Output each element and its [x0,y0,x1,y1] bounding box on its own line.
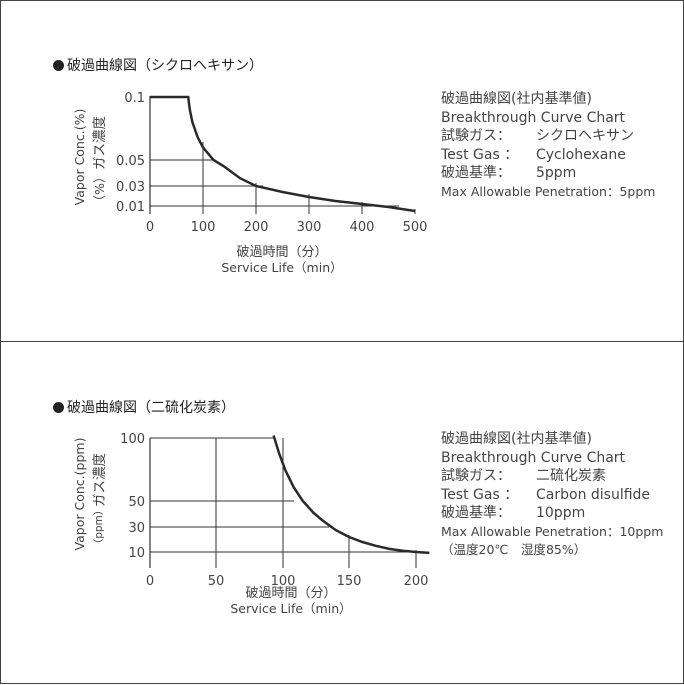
info-criterion: 破過基準： 10ppm [441,504,663,523]
info-gas-value-en: Cyclohexane [536,146,626,163]
x-axis-label-en: Service Life（min） [221,260,342,275]
info-criterion-label: 破過基準： [441,505,511,521]
chart-info: 破過曲線図(社内基準値) Breakthrough Curve Chart 試験… [441,430,663,560]
y-tick-label: 50 [128,495,145,510]
info-criterion: 破過基準： 5ppm [441,164,655,183]
breakthrough-curve [150,95,416,213]
info-criterion-label: 破過基準： [441,165,511,181]
x-axis-label-en: Service Life（min） [230,601,351,616]
x-tick-label: 0 [146,220,154,235]
x-tick-label: 400 [350,220,375,235]
info-gas-value-jp: 二硫化炭素 [536,468,606,484]
breakthrough-chart-carbon-disulfide: 0 50 100 150 200 10 30 50 100 Vapor Conc.(ppm) ガ… [72,432,430,616]
y-tick-label: 0.05 [116,154,145,169]
x-tick-label: 500 [403,220,428,235]
y-tick-label: 0.01 [116,200,145,215]
y-axis-label-en: Vapor Conc.(%) [72,109,87,206]
x-tick-label: 0 [146,574,154,589]
y-axis-label-en: Vapor Conc.(ppm) [72,438,87,551]
info-gas-jp: 試験ガス： 二硫化炭素 [441,467,663,486]
panel-carbon-disulfide: 破過曲線図（二硫化炭素） 0 50 100 150 200 10 30 50 100 Vapor… [0,341,684,684]
y-tick-label: 0.1 [124,91,145,106]
info-gas-jp: 試験ガス： シクロヘキサン [441,127,655,146]
bullet-icon [53,402,64,413]
y-tick-label: 10 [128,546,145,561]
info-criterion-value: 5ppm [536,165,577,181]
x-axis-label-jp: 破過時間（分） [245,586,336,601]
chart-heading-text: 破過曲線図（シクロヘキサン） [67,58,263,74]
info-max-penetration: Max Allowable Penetration：10ppm [441,523,664,539]
info-max-penetration: Max Allowable Penetration：5ppm [441,183,656,199]
y-tick-label: 0.03 [116,180,145,195]
info-gas-label-jp: 試験ガス： [441,128,511,144]
info-title-jp: 破過曲線図(社内基準値) [441,431,592,447]
info-title-en: Breakthrough Curve Chart [441,449,626,466]
info-gas-value-jp: シクロヘキサン [536,128,634,144]
y-tick-label: 100 [120,432,145,447]
info-criterion-value: 10ppm [536,505,586,521]
breakthrough-curve [272,435,430,555]
y-axis-label-jp: ガス濃度 [92,116,108,170]
x-tick-label: 200 [404,574,429,589]
chart-info: 破過曲線図(社内基準値) Breakthrough Curve Chart 試験… [441,90,655,201]
x-tick-label: 200 [244,220,269,235]
bullet-icon [53,60,64,71]
info-title-en: Breakthrough Curve Chart [441,109,626,126]
x-tick-label: 300 [297,220,322,235]
info-title-jp: 破過曲線図(社内基準値) [441,91,592,107]
x-tick-label: 150 [337,574,362,589]
panel-cyclohexane: 破過曲線図（シクロヘキサン） 0 100 200 300 400 500 0.01 0.03 0… [0,0,684,342]
chart-heading: 破過曲線図（シクロヘキサン） [53,55,263,75]
chart-heading-text: 破過曲線図（二硫化炭素） [67,400,235,416]
info-gas-en: Test Gas ： Carbon disulfide [441,486,663,505]
y-axis-label-unit: （ppm） [93,505,105,550]
info-gas-en: Test Gas ： Cyclohexane [441,146,655,165]
x-tick-label: 100 [191,220,216,235]
info-gas-label-en: Test Gas ： [441,146,519,163]
chart-heading: 破過曲線図（二硫化炭素） [53,397,235,417]
y-axis-label-jp: ガス濃度 [92,453,108,507]
x-axis-label-jp: 破過時間（分） [236,245,327,260]
info-gas-label-jp: 試験ガス： [441,468,511,484]
x-tick-label: 50 [208,574,225,589]
breakthrough-chart-cyclohexane: 0 100 200 300 400 500 0.01 0.03 0.05 0.1 Vapor Co… [72,91,428,275]
info-gas-label-en: Test Gas ： [441,486,519,503]
x-tick-label: 100 [271,574,296,589]
info-gas-value-en: Carbon disulfide [536,486,651,503]
info-conditions: （温度20℃ 湿度85%） [441,542,587,557]
y-axis-label-unit: （%） [92,171,107,208]
y-tick-label: 30 [128,521,145,536]
